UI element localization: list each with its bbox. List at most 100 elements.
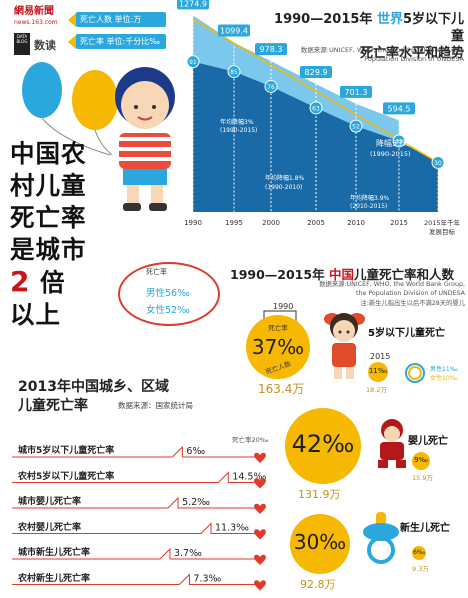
world-title-highlight: 世界 (376, 12, 403, 27)
neonatal-1990-circle (290, 514, 350, 574)
infant-label: 婴儿死亡 (408, 436, 448, 447)
under5-rate-label: 死亡率 (268, 324, 288, 332)
gender-rate-female: 女性52‰ (146, 305, 190, 316)
deaths-value-label: 978.3 (260, 45, 283, 54)
row-label: 农村新生儿死亡率 (18, 573, 91, 584)
child-illustration (115, 67, 175, 211)
row-value-label: 14.5‰ (232, 472, 266, 483)
rate-point (264, 79, 278, 93)
deaths-value-box (383, 102, 415, 115)
infant-illustration (378, 419, 406, 468)
row-value-label: 11.3‰ (215, 523, 249, 534)
headline-line-4: 是城市 (10, 235, 87, 264)
gender-2015-female: 女性10‰ (430, 375, 458, 382)
under5-1990-deaths: 163.4万 (258, 382, 305, 396)
rate-point (431, 155, 445, 169)
headline-number: 2 (10, 265, 31, 298)
under5-2015-deaths: 18.2万 (366, 386, 387, 394)
infant-2015-deaths: 15.9万 (412, 474, 433, 482)
x-tick-label: 1995 (225, 219, 243, 227)
rate-point (309, 101, 323, 115)
deaths-value-label: 1099.4 (220, 26, 248, 35)
infant-1990-circle (285, 408, 361, 484)
heart-icon (254, 580, 266, 591)
infant-1990-deaths: 131.9万 (298, 488, 341, 501)
urban-rural-title: 2013年中国城乡、区域 儿童死亡率 (18, 378, 218, 416)
year-1990-bracket (263, 310, 297, 322)
under5-2015-circle (368, 362, 388, 382)
heart-icon (254, 503, 266, 514)
balloons-illustration (22, 62, 118, 156)
x-tick-label: 发展目标 (429, 227, 456, 236)
world-mortality-chart: 1274.9 1099.4 978.3 829.9 701.3 594.5 91 85 76 63… (177, 0, 461, 236)
urban-rural-axis-max: 死亡率20‰ (232, 436, 269, 444)
legend-rate: 死亡率 单位:千分比‰ (76, 34, 166, 49)
heart-icon (254, 478, 266, 489)
rate-point (392, 134, 406, 148)
deaths-value-box (255, 43, 287, 56)
china-section-title: 1990—2015年 中国儿童死亡率和人数 (230, 264, 466, 283)
x-tick-label: 2000 (262, 219, 280, 227)
china-title-highlight: 中国 (328, 267, 354, 282)
gender-rate-ellipse (118, 262, 220, 326)
row-value-line (217, 471, 258, 483)
row-label: 城市新生儿死亡率 (18, 548, 91, 558)
rate-point (349, 119, 363, 133)
rate-point (227, 65, 241, 79)
infant-1990-rate: 42‰ (291, 430, 355, 458)
column-name: 数读 (34, 39, 56, 52)
urban-rural-title-line1: 2013年中国城乡、区域 (18, 379, 169, 395)
pacifier-illustration (363, 512, 399, 564)
row-label: 农村婴儿死亡率 (18, 522, 82, 533)
deaths-value-box (340, 85, 372, 98)
row-value-line (172, 445, 258, 458)
headline-line-3: 死亡率 (10, 203, 87, 232)
row-value-label: 3.7‰ (174, 548, 202, 559)
main-headline: 中国农 村儿童 死亡率 是城市 2 倍 以上 (10, 138, 122, 331)
data-blog-logo: DATA BLOG (14, 33, 30, 55)
annotation-text: 年均降幅1.8% (265, 174, 305, 182)
row-value-line (200, 522, 258, 534)
row-value-line (167, 496, 258, 509)
row-value-label: 5.2‰ (182, 497, 210, 508)
rate-point (186, 55, 200, 69)
headline-line-5: 2 倍 (10, 266, 122, 299)
annotation-text: 年均降幅3% (220, 118, 254, 126)
annotation-text: (2010-2015) (350, 203, 387, 210)
heart-icon (254, 529, 266, 540)
deaths-value-label: 829.9 (305, 68, 328, 77)
row-value-label: 6‰ (186, 446, 205, 457)
deaths-value-label: 1274.9 (179, 0, 207, 8)
infant-2015-rate: 9‰ (414, 456, 428, 464)
annotation-text: (1990-2015) (370, 150, 411, 158)
annotation-text: (1990-2010) (265, 184, 302, 191)
deaths-value-label: 701.3 (345, 88, 368, 97)
under5-label: 5岁以下儿童死亡 (368, 328, 445, 339)
heart-icon (254, 452, 266, 463)
x-tick-label: 2015年千年 (424, 218, 461, 227)
neonatal-2015-rate: 6‰ (413, 549, 425, 556)
row-label: 农村5岁以下儿童死亡率 (18, 471, 115, 482)
world-chart-title: 1990—2015年 世界5岁以下儿童 死亡率水平和趋势 (262, 11, 464, 62)
gender-rate-male: 男性56‰ (146, 288, 190, 299)
headline-bei: 倍 (30, 268, 66, 297)
neonatal-2015-deaths: 9.3万 (412, 565, 429, 573)
gender-2015-male: 男性11‰ (430, 366, 458, 373)
toddler-illustration (324, 313, 365, 379)
row-value-line (159, 547, 258, 560)
legend-rate-marker-icon (68, 35, 76, 49)
rate-value-label: 63 (312, 105, 320, 112)
rate-value-label: 52 (352, 124, 360, 131)
netease-news-logo[interactable]: 網易新聞 (14, 6, 54, 17)
year-2015-label: 2015 (370, 352, 391, 361)
gender-ring-icon (405, 363, 425, 383)
x-tick-label: 2005 (307, 219, 325, 227)
neonatal-2015-circle (412, 546, 426, 560)
row-value-line (179, 573, 258, 585)
rate-value-label: 43 (395, 138, 403, 145)
gender-rate-title: 死亡率 (146, 268, 167, 276)
under5-1990-circle (246, 315, 310, 379)
china-title-years: 1990—2015年 (230, 267, 329, 282)
china-section-source: 数据来源:UNICEF, WHO, the World Bank Group, … (319, 281, 465, 297)
